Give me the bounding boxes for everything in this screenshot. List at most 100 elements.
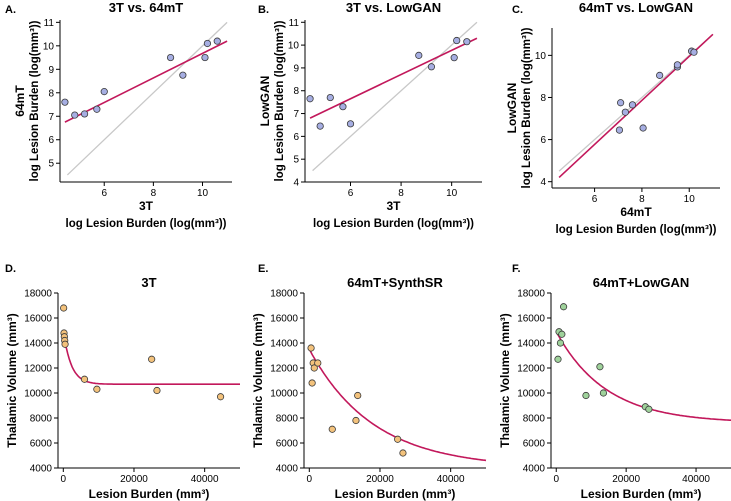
- y-tick-label: 10000: [24, 389, 52, 400]
- chart-title-E: 64mT+SynthSR: [347, 275, 443, 290]
- y-tick-label: 18000: [517, 289, 545, 300]
- data-point-A: [80, 110, 89, 118]
- y-tick-label: 4: [540, 177, 546, 188]
- data-point-D: [61, 340, 69, 348]
- data-point-D: [93, 385, 101, 393]
- data-point-B: [453, 36, 461, 45]
- y-tick-label: 8: [293, 86, 299, 97]
- x-tick-label: 0: [553, 474, 559, 485]
- data-point-C: [673, 61, 682, 69]
- chart-title-A: 3T vs. 64mT: [109, 0, 183, 15]
- data-point-D: [60, 304, 68, 312]
- y-tick-label: 10: [43, 41, 55, 52]
- data-point-B: [415, 51, 423, 59]
- y-tick-label: 4000: [523, 464, 546, 475]
- fit-line-C: [558, 33, 714, 179]
- y-tick-label: 12000: [24, 364, 52, 375]
- x-tick-label: 6: [592, 194, 598, 205]
- y-tick-label: 6000: [276, 439, 299, 450]
- data-point-B: [306, 95, 314, 103]
- chart-title-C: 64mT vs. LowGAN: [579, 0, 693, 15]
- data-point-D: [153, 386, 161, 395]
- data-point-F: [558, 330, 566, 338]
- y-tick-label: 6000: [30, 439, 53, 450]
- y-tick-label: 14000: [24, 339, 52, 350]
- chart-title-F: 64mT+LowGAN: [593, 275, 689, 290]
- y-axis-label-long-C: log Lesion Burden (log(mm³)): [521, 27, 533, 188]
- y-tick-label: 6: [540, 135, 546, 146]
- x-axis-label-short-B: 3T: [386, 199, 401, 213]
- panel-D: D. 3T 0 20000 40000 4000 6000 8000 10000 12000 140…: [5, 263, 240, 501]
- y-tick-label: 4000: [276, 464, 299, 475]
- data-point-C: [656, 71, 664, 79]
- y-axis-label-short-B: LowGAN: [258, 76, 272, 127]
- x-tick-label: 6: [348, 188, 354, 199]
- panel-label-C: C.: [512, 4, 523, 16]
- y-tick-label: 14000: [517, 339, 545, 350]
- y-tick-label: 18000: [24, 289, 52, 300]
- x-tick-label: 8: [398, 188, 404, 199]
- x-axis-label-long-C: log Lesion Burden (log(mm³)): [556, 224, 717, 236]
- y-tick-label: 9: [293, 63, 299, 74]
- fit-line-A: [64, 40, 228, 123]
- fit-line-B: [309, 37, 478, 119]
- panel-A: A. 3T vs. 64mT 6 8 10 5 6 7 8 9 10 11 3T log Lesion B…: [5, 0, 232, 230]
- data-point-B: [339, 103, 347, 111]
- data-point-E: [314, 359, 322, 367]
- data-point-A: [166, 53, 175, 62]
- y-tick-label: 12000: [517, 364, 545, 375]
- x-tick-label: 8: [639, 194, 645, 205]
- x-tick-label: 40000: [437, 474, 465, 485]
- y-tick-label: 14000: [270, 339, 298, 350]
- y-tick-label: 6: [293, 132, 299, 143]
- panel-label-F: F.: [512, 263, 521, 275]
- data-point-B: [316, 122, 324, 130]
- y-tick-label: 12000: [270, 364, 298, 375]
- identity-line-B: [312, 21, 478, 172]
- x-axis-label-F: Lesion Burden (mm³): [581, 487, 702, 501]
- x-axis-label-long-A: log Lesion Burden (log(mm³)): [66, 218, 227, 230]
- y-axis-label-long-B: log Lesion Burden (log(mm³)): [274, 20, 286, 181]
- y-axis-label-short-A: 64mT: [13, 85, 27, 117]
- panel-label-A: A.: [5, 4, 16, 16]
- y-tick-label: 10000: [517, 389, 545, 400]
- data-point-A: [179, 71, 187, 79]
- data-point-B: [427, 63, 436, 71]
- x-tick-label: 10: [684, 194, 696, 205]
- data-point-C: [621, 108, 629, 116]
- x-tick-label: 10: [446, 188, 458, 199]
- data-point-B: [463, 38, 471, 46]
- y-tick-label: 10: [288, 41, 300, 52]
- panel-C: C. 64mT vs. LowGAN 6 8 10 4 6 8 10 64mT log Lesion…: [505, 0, 720, 236]
- data-point-F: [556, 339, 565, 347]
- x-axis-label-short-A: 3T: [139, 199, 154, 213]
- x-axis-label-E: Lesion Burden (mm³): [335, 487, 456, 501]
- x-axis-label-short-C: 64mT: [620, 205, 652, 219]
- data-point-F: [599, 389, 608, 397]
- y-tick-label: 6000: [523, 439, 546, 450]
- y-tick-label: 6: [48, 135, 54, 146]
- y-tick-label: 9: [48, 65, 54, 76]
- y-axis-label-short-C: LowGAN: [505, 83, 519, 134]
- panel-E: E. 64mT+SynthSR 0 20000 40000 4000 6000 8000 100…: [251, 263, 487, 501]
- y-tick-label: 10000: [270, 389, 298, 400]
- data-point-E: [308, 379, 316, 387]
- chart-title-D: 3T: [141, 275, 156, 290]
- x-axis-label-long-B: log Lesion Burden (log(mm³)): [313, 218, 474, 230]
- y-axis-label-F: Thalamic Volume (mm³): [498, 313, 512, 447]
- panel-B: B. 3T vs. LowGAN 6 8 10 4 5 6 7 8 9 10 11 3T log Lesio…: [258, 0, 482, 230]
- identity-line-A: [66, 21, 228, 176]
- data-point-A: [213, 37, 221, 45]
- y-axis-label-D: Thalamic Volume (mm³): [5, 313, 19, 447]
- panel-label-D: D.: [5, 263, 16, 275]
- x-tick-label: 20000: [612, 474, 640, 485]
- data-point-E: [352, 416, 360, 425]
- x-tick-label: 40000: [682, 474, 710, 485]
- y-axis-label-E: Thalamic Volume (mm³): [251, 313, 265, 447]
- data-point-C: [690, 48, 698, 56]
- y-tick-label: 10: [535, 51, 547, 62]
- y-tick-label: 11: [44, 18, 55, 29]
- y-tick-label: 16000: [270, 314, 298, 325]
- y-tick-label: 7: [48, 112, 54, 123]
